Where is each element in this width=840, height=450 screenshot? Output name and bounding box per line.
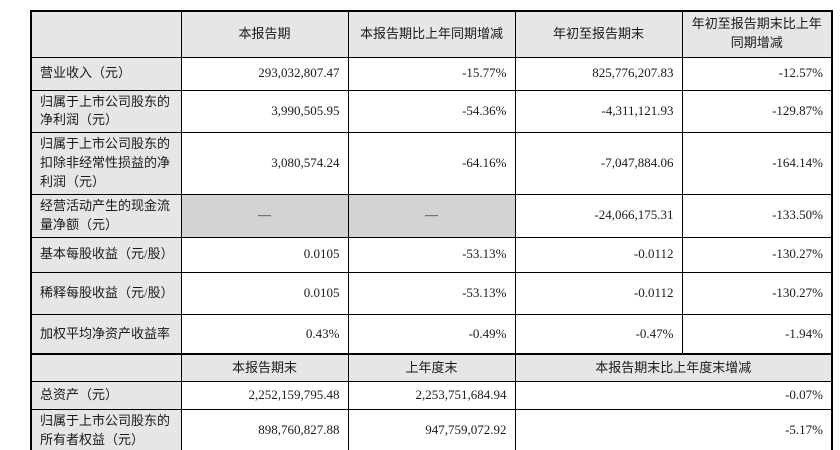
row-shareholders-equity: 归属于上市公司股东的所有者权益（元） 898,760,827.88 947,75… (30, 408, 833, 450)
cell-value: -129.87% (681, 89, 833, 134)
header-end-of-period: 本报告期末 (180, 353, 349, 382)
cell-value: 0.0105 (180, 271, 349, 315)
row-basic-eps: 基本每股收益（元/股） 0.0105 -53.13% -0.0112 -130.… (30, 236, 833, 273)
cell-value: 3,080,574.24 (180, 132, 349, 195)
row-label: 归属于上市公司股东的净利润（元） (30, 89, 182, 134)
row-label: 归属于上市公司股东的所有者权益（元） (30, 408, 182, 450)
cell-value: -7,047,884.06 (514, 132, 683, 195)
header-end-of-prior-year: 上年度末 (347, 353, 516, 382)
row-label: 加权平均净资产收益率 (30, 313, 182, 355)
cell-value: -0.49% (347, 313, 516, 355)
row-total-assets: 总资产（元） 2,252,159,795.48 2,253,751,684.94… (30, 380, 833, 410)
cell-value: -0.07% (514, 380, 833, 410)
cell-value: 293,032,807.47 (180, 56, 349, 91)
cell-value: -24,066,175.31 (514, 193, 683, 238)
row-label: 总资产（元） (30, 380, 182, 410)
row-operating-revenue: 营业收入（元） 293,032,807.47 -15.77% 825,776,2… (30, 56, 833, 91)
cell-value: -12.57% (681, 56, 833, 91)
cell-value: 3,990,505.95 (180, 89, 349, 134)
cell-value: 898,760,827.88 (180, 408, 349, 450)
row-operating-cash-flow: 经营活动产生的现金流量净额（元） — — -24,066,175.31 -133… (30, 193, 833, 238)
cell-value: -64.16% (347, 132, 516, 195)
header-change-vs-prior-year-end: 本报告期末比上年度末增减 (514, 353, 833, 382)
row-net-profit-excl-nonrecurring: 归属于上市公司股东的扣除非经常性损益的净利润（元） 3,080,574.24 -… (30, 132, 833, 195)
row-label: 营业收入（元） (30, 56, 182, 91)
cell-value: -1.94% (681, 313, 833, 355)
row-weighted-avg-roe: 加权平均净资产收益率 0.43% -0.49% -0.47% -1.94% (30, 313, 833, 355)
cell-value: -5.17% (514, 408, 833, 450)
financial-summary-table: 本报告期 本报告期比上年同期增减 年初至报告期末 年初至报告期末比上年同期增减 … (30, 10, 833, 450)
cell-value: -53.13% (347, 271, 516, 315)
cell-value: 947,759,072.92 (347, 408, 516, 450)
row-label: 经营活动产生的现金流量净额（元） (30, 193, 182, 238)
header-ytd: 年初至报告期末 (514, 10, 683, 58)
cell-value: -133.50% (681, 193, 833, 238)
cell-value: -0.0112 (514, 236, 683, 273)
row-label: 基本每股收益（元/股） (30, 236, 182, 273)
cell-value: -130.27% (681, 236, 833, 273)
cell-value: 0.43% (180, 313, 349, 355)
cell-value: -0.0112 (514, 271, 683, 315)
row-label: 归属于上市公司股东的扣除非经常性损益的净利润（元） (30, 132, 182, 195)
cell-value: -0.47% (514, 313, 683, 355)
header-row-period-end: 本报告期末 上年度末 本报告期末比上年度末增减 (30, 353, 833, 382)
cell-value: -4,311,121.93 (514, 89, 683, 134)
header-ytd-yoy-change: 年初至报告期末比上年同期增减 (681, 10, 833, 58)
row-label: 稀释每股收益（元/股） (30, 271, 182, 315)
cell-na-dash: — (180, 193, 349, 238)
cell-value: 0.0105 (180, 236, 349, 273)
header-corner-cell (30, 10, 182, 58)
cell-na-dash: — (347, 193, 516, 238)
cell-value: -53.13% (347, 236, 516, 273)
row-diluted-eps: 稀释每股收益（元/股） 0.0105 -53.13% -0.0112 -130.… (30, 271, 833, 315)
header-corner-cell (30, 353, 182, 382)
cell-value: 2,252,159,795.48 (180, 380, 349, 410)
header-row-period: 本报告期 本报告期比上年同期增减 年初至报告期末 年初至报告期末比上年同期增减 (30, 10, 833, 58)
cell-value: 825,776,207.83 (514, 56, 683, 91)
header-yoy-change: 本报告期比上年同期增减 (347, 10, 516, 58)
header-current-period: 本报告期 (180, 10, 349, 58)
row-net-profit: 归属于上市公司股东的净利润（元） 3,990,505.95 -54.36% -4… (30, 89, 833, 134)
cell-value: -164.14% (681, 132, 833, 195)
cell-value: 2,253,751,684.94 (347, 380, 516, 410)
cell-value: -130.27% (681, 271, 833, 315)
cell-value: -54.36% (347, 89, 516, 134)
cell-value: -15.77% (347, 56, 516, 91)
